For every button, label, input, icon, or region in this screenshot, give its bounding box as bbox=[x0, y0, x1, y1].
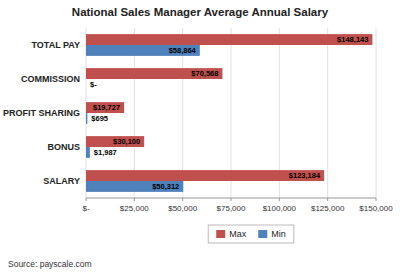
legend-swatch bbox=[216, 230, 225, 238]
data-labels: $123,184 $30,100 $19,727 $70,568 $148,143 $50… bbox=[90, 35, 368, 191]
bar bbox=[86, 113, 87, 124]
bar bbox=[86, 68, 222, 79]
data-label: $148,143 bbox=[337, 35, 368, 44]
tick-label: $100,000 bbox=[263, 204, 297, 213]
data-label: $30,100 bbox=[113, 137, 140, 146]
tick-label: $125,000 bbox=[311, 204, 345, 213]
bars bbox=[86, 34, 372, 192]
data-label: $70,568 bbox=[191, 69, 218, 78]
grid-line bbox=[376, 28, 377, 198]
tick-label: $75,000 bbox=[217, 204, 246, 213]
bar bbox=[86, 181, 183, 192]
category-label: SALARY bbox=[43, 176, 80, 186]
x-axis-line bbox=[86, 198, 376, 199]
legend-swatch bbox=[258, 230, 267, 238]
grid-line bbox=[327, 28, 328, 198]
bar bbox=[86, 102, 124, 113]
category-label: PROFIT SHARING bbox=[3, 108, 80, 118]
data-label: $58,864 bbox=[169, 46, 197, 55]
legend: Max Min bbox=[208, 225, 294, 243]
legend-label: Max bbox=[229, 229, 247, 239]
title: National Sales Manager Average Annual Sa… bbox=[72, 6, 329, 18]
bar bbox=[86, 136, 144, 147]
legend-frame bbox=[208, 225, 294, 243]
tick-label: $50,000 bbox=[168, 204, 197, 213]
grid bbox=[86, 28, 376, 198]
bar bbox=[86, 34, 372, 45]
legend-label: Min bbox=[271, 229, 286, 239]
bar bbox=[86, 79, 87, 90]
data-label: $123,184 bbox=[289, 171, 321, 180]
tick-label: $150,000 bbox=[359, 204, 393, 213]
bar bbox=[86, 170, 324, 181]
data-label: $1,987 bbox=[94, 148, 117, 157]
bar bbox=[86, 147, 90, 158]
bar bbox=[86, 45, 200, 56]
tick-label: $- bbox=[82, 204, 89, 213]
chart: National Sales Manager Average Annual Sa… bbox=[0, 0, 400, 275]
annotation: Source: payscale.com bbox=[8, 259, 92, 269]
data-label: $695 bbox=[91, 114, 108, 123]
data-label: $19,727 bbox=[93, 103, 120, 112]
category-label: TOTAL PAY bbox=[31, 40, 80, 50]
data-label: $50,312 bbox=[152, 182, 179, 191]
tick-label: $25,000 bbox=[120, 204, 149, 213]
category-label: COMMISSION bbox=[21, 74, 80, 84]
data-label: $- bbox=[90, 80, 97, 89]
category-label: BONUS bbox=[47, 142, 80, 152]
